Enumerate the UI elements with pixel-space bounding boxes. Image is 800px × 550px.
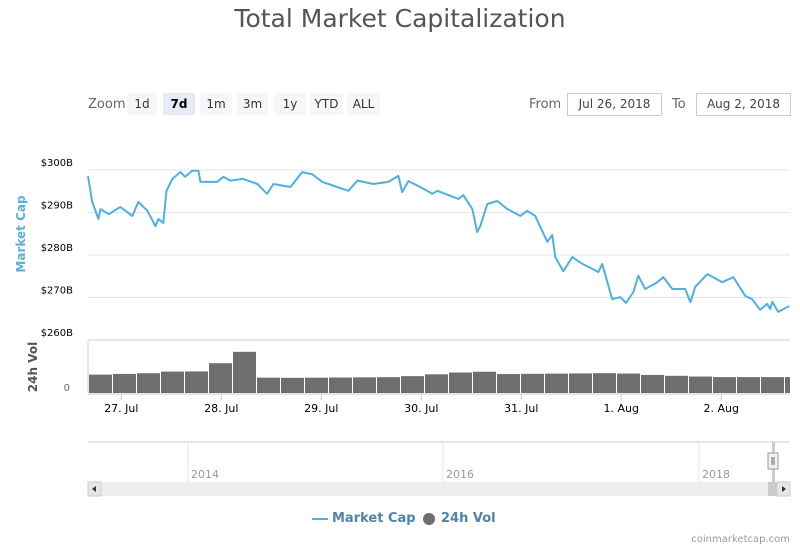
volume-bar [497,374,520,393]
volume-series [89,351,790,393]
x-tick-label: 29. Jul [304,402,338,415]
volume-bar [473,371,496,393]
volume-bar [425,374,448,393]
volume-bar [593,373,616,393]
market-cap-line[interactable] [87,169,790,313]
zoom-1m-button[interactable]: 1m [200,93,232,115]
scrollbar-thumb[interactable] [768,482,778,496]
legend-market-cap[interactable]: Market Cap [332,511,416,526]
y-tick-label: $260B [41,328,73,339]
x-tick-label: 2. Aug [704,402,739,415]
volume-axis-label: 24h Vol [26,342,40,392]
arrow-right-icon [782,486,786,492]
y-axis-label: Market Cap [14,195,28,273]
y-tick-label: $270B [41,286,73,297]
volume-bar [569,373,592,393]
from-label: From [529,97,562,112]
volume-bar [641,374,664,393]
volume-bar [377,377,400,393]
volume-bar [113,373,136,393]
zoom-ytd-button[interactable]: YTD [310,93,343,115]
volume-bar [689,376,712,393]
volume-bar [761,377,784,393]
zoom-7d-button[interactable]: 7d [163,93,195,115]
x-tick-label: 27. Jul [104,402,138,415]
y-tick-label: $280B [41,243,73,254]
navigator-year-label: 2016 [446,468,474,481]
volume-bar [281,377,304,393]
x-tick-label: 30. Jul [404,402,438,415]
volume-bar [353,377,376,393]
arrow-left-icon [92,486,96,492]
y-tick-label: $290B [41,201,73,212]
volume-bar [233,351,256,393]
volume-bar [329,377,352,393]
credit-link[interactable]: coinmarketcap.com [691,534,790,545]
x-tick-label: 1. Aug [604,402,639,415]
volume-bar [665,375,688,393]
volume-bar [257,377,280,393]
volume-bar [209,363,232,393]
volume-bar [713,377,736,393]
to-date-input[interactable]: Aug 2, 2018 [696,93,791,116]
volume-bar [737,377,760,393]
to-label: To [672,97,686,112]
x-tick-label: 31. Jul [504,402,538,415]
volume-zero-tick: 0 [64,383,70,394]
volume-bar [305,377,328,393]
volume-bar [545,373,568,393]
zoom-label: Zoom [88,97,126,112]
zoom-3m-button[interactable]: 3m [237,93,268,115]
zoom-1d-button[interactable]: 1d [127,93,157,115]
chart-title: Total Market Capitalization [234,4,566,33]
navigator-handle[interactable] [767,452,779,470]
volume-bar [161,371,184,393]
volume-bar [137,373,160,393]
gridlines [88,169,790,298]
legend-dot-icon [423,513,435,525]
scrollbar-track[interactable] [88,482,790,496]
zoom-1y-button[interactable]: 1y [274,93,306,115]
volume-bar [185,371,208,393]
navigator-year-label: 2018 [702,468,730,481]
x-axis-ticks: 27. Jul 28. Jul 29. Jul 30. Jul 31. Jul 1. Au… [104,394,739,415]
volume-bar [521,373,544,393]
zoom-all-button[interactable]: ALL [347,93,380,115]
volume-bar [617,373,640,393]
volume-bar [89,374,112,393]
volume-bar [449,372,472,393]
volume-bar [401,376,424,393]
legend-24h-vol[interactable]: 24h Vol [441,511,496,526]
from-date-input[interactable]: Jul 26, 2018 [567,93,662,116]
volume-bar [785,377,790,393]
x-tick-label: 28. Jul [204,402,238,415]
navigator-year-label: 2014 [191,468,219,481]
y-axis-ticks: $260B $270B $280B $290B $300B [41,158,73,339]
y-tick-label: $300B [41,158,73,169]
